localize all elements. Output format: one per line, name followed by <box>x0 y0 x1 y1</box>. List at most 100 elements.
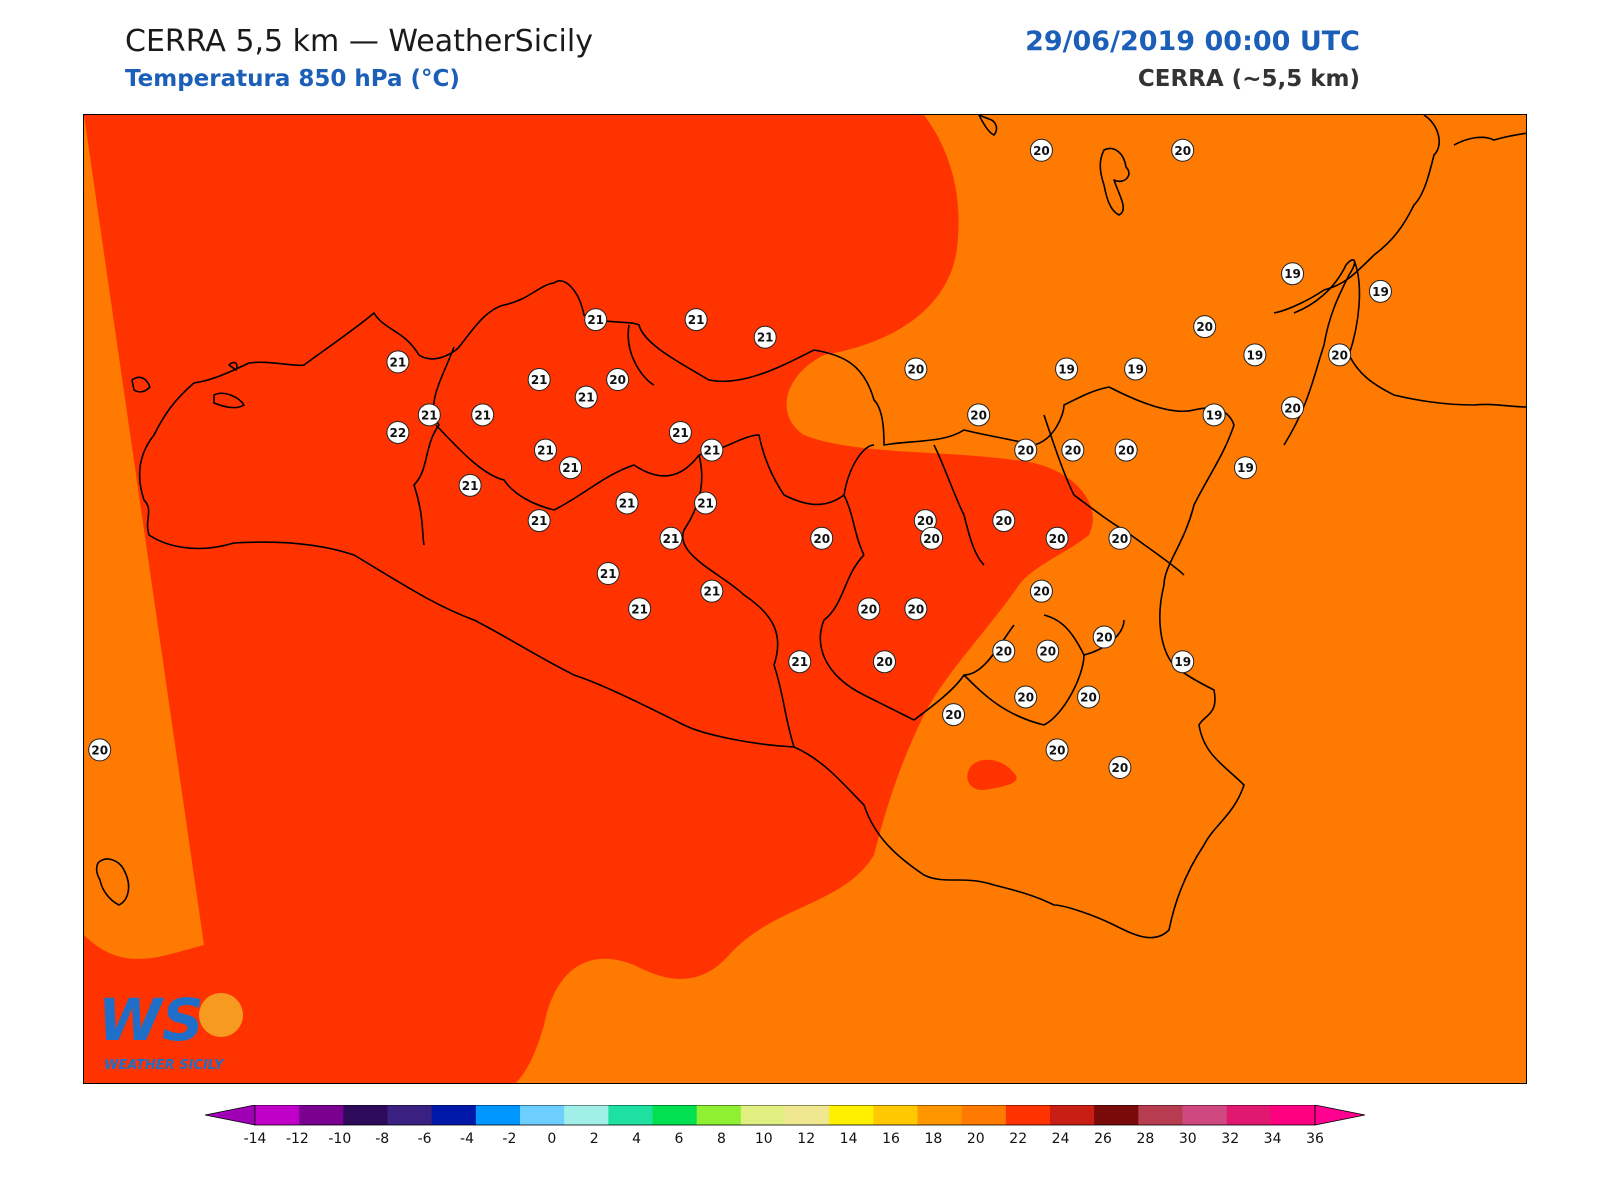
colorbar-tick-label: 26 <box>1094 1131 1112 1145</box>
station-marker[interactable]: 20 <box>1077 685 1101 709</box>
colorbar-cell <box>917 1105 963 1125</box>
station-marker[interactable]: 21 <box>417 403 441 427</box>
station-circle <box>904 357 928 381</box>
station-marker[interactable]: 20 <box>1328 343 1352 367</box>
station-value: 19 <box>1284 267 1301 281</box>
station-marker[interactable]: 21 <box>584 308 608 332</box>
station-value: 20 <box>995 514 1012 528</box>
map-panel[interactable]: 20 20 19 19 21 21 21 21 20 19 19 20 19 20 21 20 21 20 21 21… <box>83 114 1527 1084</box>
station-marker[interactable]: 20 <box>810 526 834 550</box>
station-value: 20 <box>945 708 962 722</box>
station-marker[interactable]: 20 <box>904 597 928 621</box>
station-value: 21 <box>474 408 491 422</box>
station-marker[interactable]: 20 <box>1281 396 1305 420</box>
station-marker[interactable]: 20 <box>967 403 991 427</box>
station-marker[interactable]: 21 <box>471 403 495 427</box>
station-marker[interactable]: 20 <box>1014 685 1038 709</box>
station-marker[interactable]: 19 <box>1171 650 1195 674</box>
station-marker[interactable]: 22 <box>386 420 410 444</box>
station-marker[interactable]: 20 <box>1108 526 1132 550</box>
station-value: 21 <box>587 313 604 327</box>
station-marker[interactable]: 20 <box>1114 438 1138 462</box>
station-value: 20 <box>1118 444 1135 458</box>
station-marker[interactable]: 21 <box>386 350 410 374</box>
station-marker[interactable]: 20 <box>920 526 944 550</box>
station-value: 20 <box>1064 444 1081 458</box>
station-circle <box>1014 438 1038 462</box>
station-marker[interactable]: 19 <box>1055 357 1079 381</box>
zone-20-22 <box>84 115 1093 1083</box>
station-marker[interactable]: 21 <box>628 597 652 621</box>
station-marker[interactable]: 20 <box>606 368 630 392</box>
station-marker[interactable]: 21 <box>753 325 777 349</box>
station-marker[interactable]: 21 <box>694 491 718 515</box>
station-marker[interactable]: 19 <box>1202 403 1226 427</box>
station-marker[interactable]: 19 <box>1368 279 1392 303</box>
station-marker[interactable]: 19 <box>1281 262 1305 286</box>
station-marker[interactable]: 20 <box>992 639 1016 663</box>
station-marker[interactable]: 20 <box>1029 579 1053 603</box>
station-circle <box>1114 438 1138 462</box>
station-value: 21 <box>537 444 554 458</box>
colorbar-tick-label: 32 <box>1221 1131 1239 1145</box>
station-circle <box>1281 396 1305 420</box>
colorbar-tick-label: 22 <box>1009 1131 1027 1145</box>
station-marker[interactable]: 21 <box>527 509 551 533</box>
station-marker[interactable]: 21 <box>788 650 812 674</box>
station-value: 21 <box>697 497 714 511</box>
station-marker[interactable]: 19 <box>1124 357 1148 381</box>
station-marker[interactable]: 21 <box>700 438 724 462</box>
station-marker[interactable]: 20 <box>1029 138 1053 162</box>
station-marker[interactable]: 21 <box>527 368 551 392</box>
station-value: 21 <box>421 408 438 422</box>
station-marker[interactable]: 21 <box>668 420 692 444</box>
station-marker[interactable]: 21 <box>615 491 639 515</box>
station-marker[interactable]: 20 <box>1108 756 1132 780</box>
station-marker[interactable]: 20 <box>872 650 896 674</box>
station-circle <box>88 738 112 762</box>
weathersicily-logo: WS WEATHER SICILY <box>98 986 243 1073</box>
station-marker[interactable]: 20 <box>1193 315 1217 339</box>
station-circle <box>872 650 896 674</box>
station-marker[interactable]: 20 <box>1171 138 1195 162</box>
colorbar-tick-label: 12 <box>797 1131 815 1145</box>
station-value: 20 <box>1196 320 1213 334</box>
station-marker[interactable]: 20 <box>1036 639 1060 663</box>
station-marker[interactable]: 20 <box>992 509 1016 533</box>
colorbar-tick-label: -8 <box>375 1131 389 1145</box>
station-marker[interactable]: 20 <box>904 357 928 381</box>
station-value: 21 <box>462 479 479 493</box>
station-marker[interactable]: 20 <box>88 738 112 762</box>
colorbar-cell <box>387 1105 433 1125</box>
station-circle <box>1029 138 1053 162</box>
station-circle <box>1171 138 1195 162</box>
station-circle <box>1243 343 1267 367</box>
station-value: 21 <box>663 532 680 546</box>
station-value: 19 <box>1058 362 1075 376</box>
station-marker[interactable]: 20 <box>942 703 966 727</box>
colorbar-tick-label: 2 <box>590 1131 599 1145</box>
colorbar-cell <box>299 1105 344 1125</box>
station-marker[interactable]: 20 <box>1045 738 1069 762</box>
station-marker[interactable]: 20 <box>1061 438 1085 462</box>
station-marker[interactable]: 21 <box>700 579 724 603</box>
station-marker[interactable]: 21 <box>659 526 683 550</box>
station-marker[interactable]: 21 <box>533 438 557 462</box>
station-marker[interactable]: 20 <box>1014 438 1038 462</box>
station-marker[interactable]: 20 <box>1092 625 1116 649</box>
station-marker[interactable]: 19 <box>1233 456 1257 480</box>
station-circle <box>596 562 620 586</box>
station-marker[interactable]: 21 <box>559 456 583 480</box>
station-marker[interactable]: 21 <box>574 385 598 409</box>
station-marker[interactable]: 19 <box>1243 343 1267 367</box>
station-value: 20 <box>1017 691 1034 705</box>
colorbar-cell <box>1005 1105 1051 1125</box>
station-value: 20 <box>1017 444 1034 458</box>
station-marker[interactable]: 20 <box>857 597 881 621</box>
station-circle <box>942 703 966 727</box>
station-marker[interactable]: 21 <box>458 473 482 497</box>
station-marker[interactable]: 21 <box>684 308 708 332</box>
station-marker[interactable]: 21 <box>596 562 620 586</box>
station-marker[interactable]: 20 <box>1045 526 1069 550</box>
map-canvas[interactable]: 20 20 19 19 21 21 21 21 20 19 19 20 19 20 21 20 21 20 21 21… <box>84 115 1527 1084</box>
